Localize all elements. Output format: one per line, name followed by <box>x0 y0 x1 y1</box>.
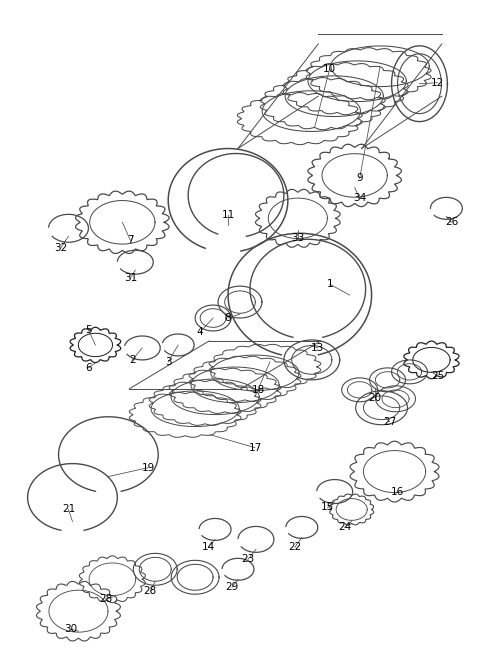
Text: 20: 20 <box>368 393 381 403</box>
Text: 26: 26 <box>445 217 458 227</box>
Text: 27: 27 <box>383 417 396 426</box>
Text: 5: 5 <box>85 325 92 335</box>
Text: 4: 4 <box>197 327 204 337</box>
Text: 7: 7 <box>127 235 133 245</box>
Text: 16: 16 <box>391 487 404 496</box>
Text: 9: 9 <box>356 174 363 183</box>
Text: 6: 6 <box>85 363 92 373</box>
Text: 2: 2 <box>129 355 136 365</box>
Text: 1: 1 <box>326 279 333 289</box>
Text: 28: 28 <box>99 594 112 604</box>
Text: 8: 8 <box>225 313 231 323</box>
Text: 29: 29 <box>226 582 239 592</box>
Text: 17: 17 <box>248 443 262 453</box>
Text: 25: 25 <box>431 371 444 381</box>
Text: 18: 18 <box>252 385 264 395</box>
Text: 28: 28 <box>144 586 157 596</box>
Text: 14: 14 <box>202 542 215 552</box>
Text: 32: 32 <box>54 243 67 253</box>
Text: 10: 10 <box>323 64 336 74</box>
Text: 31: 31 <box>124 273 137 283</box>
Text: 23: 23 <box>241 554 254 565</box>
Text: 13: 13 <box>311 343 324 353</box>
Text: 15: 15 <box>321 502 335 512</box>
Text: 21: 21 <box>62 504 75 514</box>
Text: 22: 22 <box>288 542 301 552</box>
Text: 3: 3 <box>165 357 171 367</box>
Text: 19: 19 <box>142 462 155 473</box>
Text: 12: 12 <box>431 78 444 88</box>
Text: 33: 33 <box>291 233 304 243</box>
Text: 34: 34 <box>353 193 366 203</box>
Text: 30: 30 <box>64 624 77 634</box>
Text: 24: 24 <box>338 523 351 533</box>
Text: 11: 11 <box>221 210 235 220</box>
